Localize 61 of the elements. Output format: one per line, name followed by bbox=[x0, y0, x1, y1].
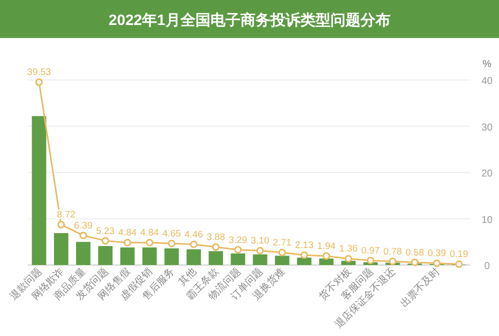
bar bbox=[164, 248, 179, 265]
data-label: 1.94 bbox=[317, 241, 336, 252]
bar bbox=[297, 258, 312, 265]
point bbox=[300, 251, 308, 259]
y-axis-title: % bbox=[482, 59, 492, 70]
point bbox=[57, 220, 65, 228]
data-label: 4.84 bbox=[140, 228, 159, 239]
y-tick-label: 20 bbox=[481, 168, 493, 180]
point bbox=[433, 259, 441, 267]
chart-title: 2022年1月全国电子商务投诉类型问题分布 bbox=[108, 11, 390, 29]
y-tick-label: 40 bbox=[481, 76, 493, 87]
point bbox=[35, 78, 43, 86]
data-label: 0.97 bbox=[361, 246, 380, 257]
y-tick-label: 30 bbox=[481, 122, 493, 134]
bar bbox=[76, 242, 90, 265]
data-label: 3.10 bbox=[250, 236, 270, 247]
bar bbox=[120, 247, 135, 265]
x-tick-label: 出票不及时 bbox=[398, 266, 442, 310]
data-label: 0.39 bbox=[428, 248, 446, 260]
point bbox=[102, 237, 110, 245]
data-label: 39.53 bbox=[27, 67, 51, 78]
data-label: 2.71 bbox=[272, 237, 292, 248]
data-label: 1.36 bbox=[339, 244, 358, 255]
bar bbox=[252, 254, 268, 265]
data-label: 0.19 bbox=[450, 249, 468, 260]
bar bbox=[274, 256, 290, 265]
point bbox=[411, 258, 418, 266]
bar bbox=[208, 251, 224, 265]
point bbox=[455, 260, 463, 268]
data-label: 0.58 bbox=[406, 247, 424, 258]
point bbox=[234, 246, 242, 254]
point bbox=[190, 240, 198, 248]
data-label: 4.84 bbox=[118, 228, 137, 239]
point bbox=[388, 258, 396, 266]
data-label: 4.65 bbox=[162, 228, 181, 240]
point bbox=[322, 252, 330, 260]
point bbox=[124, 238, 132, 246]
point bbox=[146, 238, 154, 246]
bar bbox=[142, 247, 157, 265]
bar bbox=[230, 253, 246, 265]
bar bbox=[319, 258, 334, 265]
data-label: 5.23 bbox=[96, 226, 115, 237]
data-label: 3.88 bbox=[206, 232, 226, 244]
point bbox=[256, 246, 264, 254]
point bbox=[212, 243, 220, 251]
point bbox=[366, 256, 374, 264]
y-tick-label: 0 bbox=[484, 261, 490, 272]
data-label: 3.29 bbox=[228, 234, 248, 246]
bar bbox=[54, 233, 68, 265]
y-tick-label: 10 bbox=[481, 214, 493, 226]
data-label: 4.46 bbox=[184, 229, 203, 240]
bar bbox=[186, 249, 201, 265]
point bbox=[278, 248, 286, 256]
point bbox=[80, 232, 87, 240]
bar bbox=[32, 116, 46, 265]
data-label: 6.39 bbox=[74, 220, 92, 232]
bar bbox=[98, 246, 113, 265]
point bbox=[168, 240, 176, 248]
data-label: 2.13 bbox=[295, 240, 314, 252]
point bbox=[344, 254, 352, 262]
data-label: 0.78 bbox=[383, 246, 402, 258]
